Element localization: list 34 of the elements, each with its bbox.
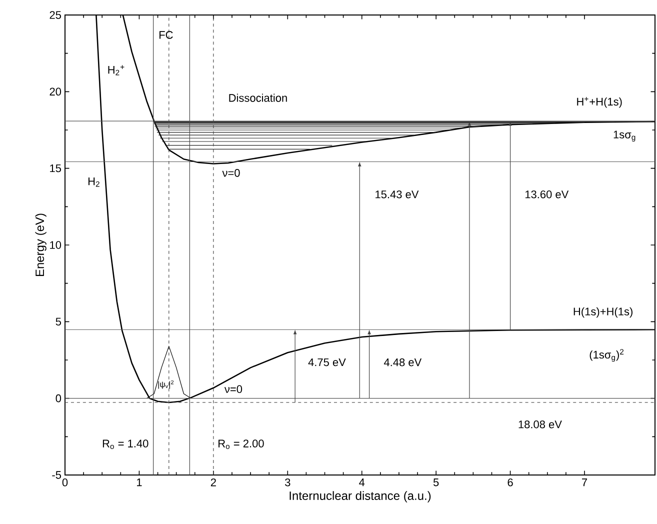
y-tick-label: 25 (50, 11, 62, 19)
x-tick-label: 2 (210, 478, 216, 486)
x-tick-label: 3 (285, 478, 290, 486)
annotation: 4.75 eV (308, 358, 346, 366)
annotation: 4.48 eV (384, 358, 422, 366)
x-axis-title: Internuclear distance (a.u.) (290, 491, 431, 502)
x-tick-label: 1 (137, 478, 142, 486)
annotation: H$_{2}$ (88, 178, 100, 187)
x-tick-label: 5 (433, 478, 439, 486)
annotation: ν=0 (224, 385, 242, 394)
annotation: Dissociation (229, 94, 287, 102)
y-tick-label: 15 (50, 164, 62, 172)
annotation: 13.60 eV (525, 190, 569, 198)
y-tick-label: 5 (56, 318, 62, 326)
y-axis-title: Energy (eV) (35, 214, 46, 276)
annotation: H(1s)+H(1s) (574, 307, 632, 318)
x-tick-label: 6 (508, 478, 513, 486)
x-tick-label: 0 (62, 478, 68, 486)
y-tick-label: -5 (52, 471, 62, 479)
x-tick-label: 7 (582, 478, 588, 486)
y-tick-label: 10 (50, 241, 62, 249)
annotation: 1sσ$_{g}$ (614, 130, 636, 142)
annotation: FC (160, 31, 173, 39)
x-tick-label: 4 (359, 478, 365, 486)
annotation: 18.08 eV (518, 420, 562, 428)
annotation: 15.43 eV (376, 190, 419, 198)
annotation: (1sσ$_{g}$)$^{2}$ (590, 349, 624, 362)
annotation: H$^{+}$+H(1s) (577, 97, 622, 108)
ref-line-label: R$_{o}$ = 1.40 (102, 440, 148, 450)
y-tick-label: 0 (56, 394, 62, 402)
annotation: ν=0 (222, 169, 240, 177)
annotation: |ψ$_{v}$|$^{2}$ (158, 380, 174, 389)
y-tick-label: 20 (50, 88, 62, 96)
ref-line-label: R$_{o}$ = 2.00 (218, 440, 264, 450)
